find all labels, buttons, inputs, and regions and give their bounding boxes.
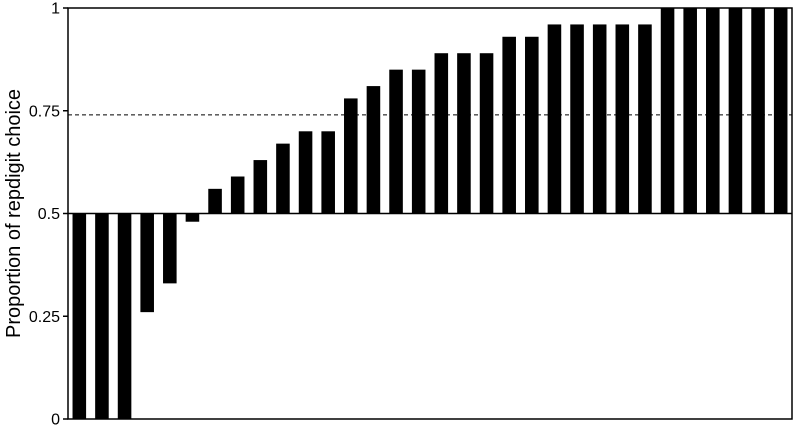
y-tick-label-4: 1 — [51, 1, 60, 18]
bar-32 — [773, 8, 788, 214]
y-tick-label-0: 0 — [51, 412, 60, 428]
bar-17 — [434, 53, 449, 214]
bar-16 — [411, 69, 426, 214]
bar-18 — [457, 53, 471, 214]
y-axis-title: Proportion of repdigit choice — [3, 89, 25, 338]
bars — [72, 8, 788, 419]
bar-10 — [276, 143, 290, 214]
y-tick-label-1: 0.25 — [29, 309, 60, 326]
bar-27 — [660, 8, 675, 214]
bar-22 — [547, 24, 562, 214]
bar-9 — [253, 160, 268, 214]
y-axis-ticks: 0 0.25 0.5 0.75 1 — [29, 1, 68, 428]
bar-5 — [163, 213, 177, 284]
bar-26 — [638, 24, 652, 214]
bar-23 — [570, 24, 584, 214]
bar-14 — [366, 86, 381, 214]
bar-25 — [615, 24, 630, 214]
bar-15 — [389, 69, 403, 214]
bar-11 — [298, 131, 313, 214]
bar-1 — [72, 213, 87, 419]
bar-12 — [321, 131, 335, 214]
bar-7 — [208, 188, 222, 214]
y-tick-label-2: 0.5 — [38, 206, 60, 223]
bar-8 — [230, 176, 245, 214]
bar-13 — [344, 98, 358, 214]
bar-20 — [502, 36, 516, 214]
bar-21 — [525, 36, 539, 214]
bar-28 — [683, 8, 697, 214]
y-tick-label-3: 0.75 — [29, 103, 60, 120]
bar-19 — [479, 53, 494, 214]
bar-2 — [95, 213, 109, 419]
bar-29 — [706, 8, 720, 214]
bar-30 — [728, 8, 743, 214]
bar-6 — [185, 213, 200, 222]
bar-24 — [592, 24, 607, 214]
bar-31 — [751, 8, 765, 214]
bar-4 — [140, 213, 154, 313]
bar-3 — [117, 213, 132, 419]
